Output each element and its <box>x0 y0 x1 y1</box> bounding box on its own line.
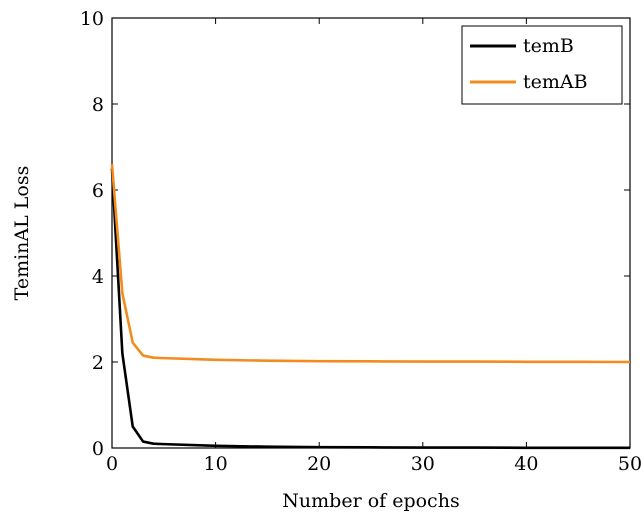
y-tick-label: 4 <box>92 266 104 288</box>
legend-box <box>461 25 623 105</box>
x-axis-label: Number of epochs <box>282 490 459 512</box>
y-tick-label: 8 <box>92 94 104 116</box>
y-tick-label: 0 <box>92 438 104 460</box>
x-tick-label: 40 <box>514 453 538 475</box>
x-tick-label: 10 <box>204 453 228 475</box>
series-line-temB <box>110 168 630 450</box>
x-tick-label: 30 <box>411 453 435 475</box>
legend-label-temB: temB <box>523 35 574 57</box>
y-axis-ticks: 0 2 4 6 8 10 <box>80 8 630 460</box>
x-tick-label: 50 <box>618 453 642 475</box>
legend-label-temAB: temAB <box>523 71 588 93</box>
y-tick-label: 6 <box>92 180 104 202</box>
series-line-temAB <box>110 164 631 364</box>
legend: temB temAB <box>461 25 623 105</box>
x-tick-label: 20 <box>307 453 331 475</box>
y-tick-label: 2 <box>92 352 104 374</box>
y-tick-label: 10 <box>80 8 104 30</box>
y-axis-label: TeminAL Loss <box>11 166 33 301</box>
series-lines <box>110 164 631 450</box>
x-tick-label: 0 <box>106 453 118 475</box>
